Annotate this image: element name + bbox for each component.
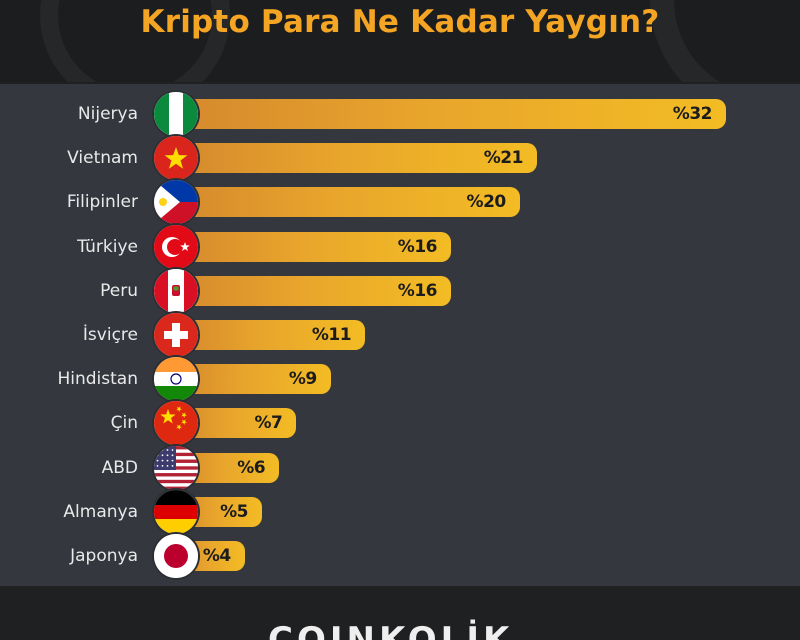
category-label: Nijerya [77,104,138,124]
value-label: %6 [237,457,266,478]
value-label: %20 [466,192,507,213]
bar: %9 [176,364,331,395]
turkey-flag-icon [154,224,198,269]
footer: COINKOLİK [0,586,800,640]
bar-row: Japonya %4 [0,534,800,578]
chart-panel: Nijerya %32 Vietnam %21 Filipinler %20 Türkiye… [0,84,800,586]
bar: %11 [176,320,366,350]
bar: %16 [176,231,451,262]
value-label: %7 [254,413,283,434]
category-label: Çin [110,413,138,434]
bar-row: İsviçre %11 [0,313,800,357]
bar-row: Türkiye %16 [0,224,800,269]
value-label: %4 [202,546,231,566]
nigeria-flag-icon [154,92,198,136]
germany-flag-icon [154,489,198,534]
chart-title: Kripto Para Ne Kadar Yaygın? [140,4,660,40]
value-label: %21 [483,148,524,169]
value-label: %9 [288,369,317,390]
vietnam-flag-icon [154,136,198,181]
category-label: Hindistan [57,369,138,390]
category-label: Vietnam [67,148,138,169]
value-label: %16 [397,236,438,257]
bar: %16 [176,275,451,306]
bar-row: Hindistan %9 [0,357,800,402]
value-label: %11 [311,325,352,345]
usa-flag-icon [154,445,198,490]
bar-row: Çin %7 [0,401,800,446]
bar-row: Peru %16 [0,268,800,313]
category-label: Peru [100,280,138,301]
bar-row: Nijerya %32 [0,92,800,136]
bar: %32 [176,99,726,129]
header: Kripto Para Ne Kadar Yaygın? [0,0,800,82]
category-label: İsviçre [82,325,138,345]
bar-row: Filipinler %20 [0,180,800,225]
switzerland-flag-icon [154,313,198,357]
brand-logo: COINKOLİK [268,620,514,640]
philippines-flag-icon [154,180,198,225]
japan-flag-icon [154,534,198,578]
category-label: ABD [101,457,138,478]
value-label: %32 [672,104,713,124]
category-label: Türkiye [77,236,138,257]
category-label: Almanya [63,501,138,522]
india-flag-icon [154,357,198,402]
bar-row: Almanya %5 [0,489,800,534]
china-flag-icon [154,401,198,446]
category-label: Filipinler [66,192,138,213]
value-label: %16 [397,280,438,301]
bar-row: Vietnam %21 [0,136,800,181]
peru-flag-icon [154,268,198,313]
bar-row: ABD %6 [0,445,800,490]
bar: %21 [176,143,537,174]
bar: %20 [176,187,520,218]
category-label: Japonya [70,546,138,566]
value-label: %5 [220,501,248,522]
